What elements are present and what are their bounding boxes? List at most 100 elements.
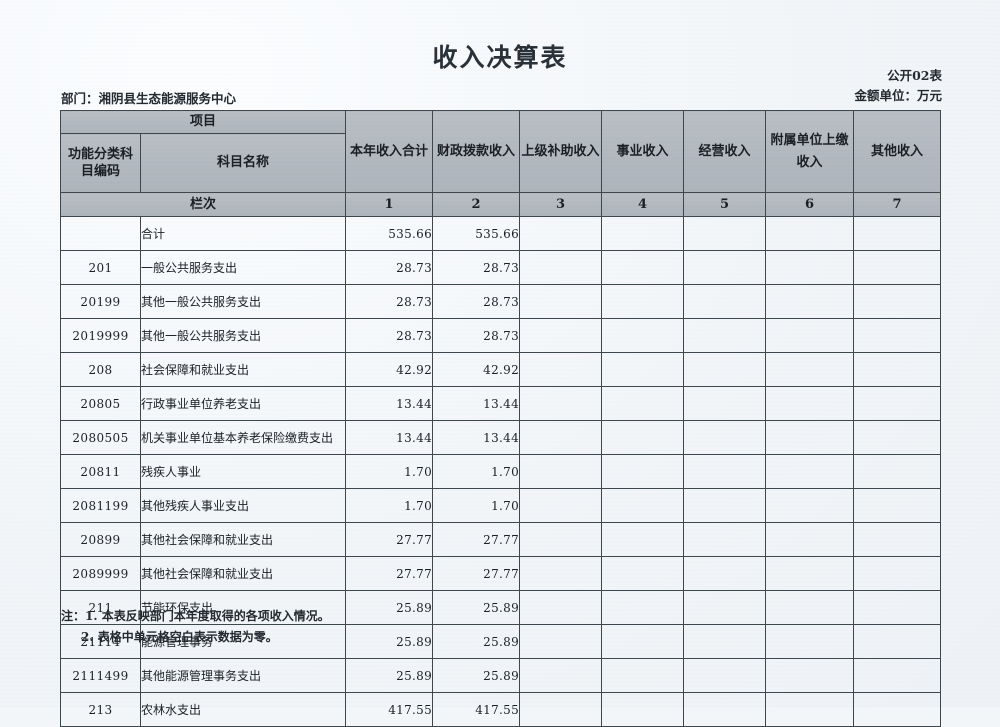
header-row-group: 项目 本年收入合计 财政拨款收入 上级补助收入 事业收入 经营收入 附属单位上缴…	[59, 110, 942, 193]
header-code-line2: 目编码	[80, 164, 120, 179]
cell-amount-col1: 28.73	[345, 250, 434, 285]
cell-amount-col5	[683, 658, 767, 693]
cell-amount-col4	[601, 284, 685, 319]
cell-amount-col2: 42.92	[432, 352, 521, 387]
cell-amount-col1: 28.73	[345, 284, 434, 319]
cell-amount-col7	[853, 590, 942, 625]
cell-amount-col4	[601, 624, 685, 659]
header-col5: 经营收入	[683, 110, 767, 193]
cell-subject-name: 农林水支出	[139, 692, 347, 727]
cell-code: 213	[60, 692, 141, 727]
cell-amount-col1: 25.89	[345, 624, 434, 659]
cell-amount-col3	[519, 420, 603, 455]
table-row: 20199 其他一般公共服务支出 28.73 28.73	[60, 284, 942, 319]
cell-amount-col6	[765, 250, 855, 285]
table-row: 20805 行政事业单位养老支出 13.44 13.44	[60, 386, 942, 421]
cell-code: 2081199	[60, 488, 141, 523]
cell-amount-col6	[765, 488, 855, 523]
table-row: 21114 能源管理事务 25.89 25.89	[60, 624, 942, 659]
table-row: 合计 535.66 535.66	[60, 216, 942, 251]
cell-code	[60, 216, 141, 251]
column-number-6: 6	[765, 192, 855, 217]
cell-amount-col3	[519, 522, 603, 557]
table-row: 201 一般公共服务支出 28.73 28.73	[60, 250, 942, 285]
column-number-1: 1	[345, 192, 434, 217]
cell-amount-col5	[683, 420, 767, 455]
cell-amount-col4	[601, 488, 685, 523]
cell-amount-col7	[853, 216, 942, 251]
cell-amount-col7	[853, 250, 942, 285]
cell-amount-col2: 27.77	[432, 522, 521, 557]
cell-amount-col4	[601, 216, 685, 251]
cell-amount-col7	[853, 284, 942, 319]
cell-amount-col5	[683, 488, 767, 523]
table-row: 2111499 其他能源管理事务支出 25.89 25.89	[60, 658, 942, 693]
cell-amount-col7	[853, 522, 942, 557]
cell-amount-col4	[601, 352, 685, 387]
cell-amount-col1: 27.77	[345, 556, 434, 591]
cell-amount-col3	[519, 590, 603, 625]
cell-code: 20199	[60, 284, 141, 319]
cell-amount-col6	[765, 352, 855, 387]
cell-amount-col6	[765, 692, 855, 727]
table-row: 2019999 其他一般公共服务支出 28.73 28.73	[60, 318, 942, 353]
cell-amount-col3	[519, 488, 603, 523]
cell-code: 21114	[60, 624, 141, 659]
cell-amount-col7	[853, 488, 942, 523]
cell-amount-col5	[683, 216, 767, 251]
cell-amount-col5	[683, 386, 767, 421]
cell-subject-name: 社会保障和就业支出	[139, 352, 347, 387]
cell-amount-col3	[519, 216, 603, 251]
cell-amount-col7	[853, 420, 942, 455]
cell-amount-col2: 13.44	[432, 420, 521, 455]
cell-amount-col5	[683, 318, 767, 353]
column-number-4: 4	[601, 192, 685, 217]
cell-amount-col2: 1.70	[432, 488, 521, 523]
cell-amount-col6	[765, 318, 855, 353]
cell-amount-col5	[683, 454, 767, 489]
cell-amount-col4	[601, 522, 685, 557]
header-col2: 财政拨款收入	[432, 110, 521, 193]
cell-amount-col5	[683, 624, 767, 659]
cell-amount-col2: 28.73	[432, 284, 521, 319]
cell-amount-col4	[601, 386, 685, 421]
cell-code: 2080505	[60, 420, 141, 455]
cell-amount-col7	[853, 386, 942, 421]
cell-amount-col3	[519, 624, 603, 659]
cell-amount-col1: 28.73	[345, 318, 434, 353]
cell-amount-col4	[601, 590, 685, 625]
cell-amount-col6	[765, 522, 855, 557]
cell-amount-col1: 535.66	[345, 216, 434, 251]
cell-amount-col6	[765, 556, 855, 591]
cell-amount-col3	[519, 318, 603, 353]
table-row: 20899 其他社会保障和就业支出 27.77 27.77	[60, 522, 942, 557]
cell-subject-name: 行政事业单位养老支出	[139, 386, 347, 421]
cell-amount-col6	[765, 624, 855, 659]
header-col6-line2: 收入	[796, 154, 823, 170]
column-number-3: 3	[519, 192, 603, 217]
cell-amount-col2: 27.77	[432, 556, 521, 591]
cell-subject-name: 其他一般公共服务支出	[139, 318, 347, 353]
header-col1: 本年收入合计	[345, 110, 434, 193]
header-row-numbers: 栏次 1 2 3 4 5 6 7	[59, 192, 942, 217]
footnote-1: 注：1. 本表反映部门本年度取得的各项收入情况。	[61, 609, 330, 623]
cell-amount-col4	[601, 420, 685, 455]
cell-amount-col1: 13.44	[345, 386, 434, 421]
table-row: 213 农林水支出 417.55 417.55	[60, 692, 942, 727]
cell-amount-col2: 25.89	[432, 658, 521, 693]
header-row-sub: 功能分类科 目编码 科目名称	[60, 133, 941, 193]
cell-amount-col6	[765, 420, 855, 455]
header-col6-line1: 附属单位上缴	[770, 132, 849, 148]
cell-subject-name: 其他社会保障和就业支出	[139, 556, 347, 591]
cell-amount-col1: 417.55	[345, 692, 434, 727]
cell-subject-name: 其他残疾人事业支出	[139, 488, 347, 523]
cell-amount-col3	[519, 250, 603, 285]
cell-amount-col2: 535.66	[432, 216, 521, 251]
cell-amount-col7	[853, 624, 942, 659]
cell-amount-col4	[601, 250, 685, 285]
header-code-line1: 功能分类科	[67, 147, 133, 162]
cell-subject-name: 机关事业单位基本养老保险缴费支出	[139, 420, 347, 455]
cell-subject-name: 合计	[139, 216, 347, 251]
cell-amount-col4	[601, 318, 685, 353]
cell-amount-col3	[519, 352, 603, 387]
